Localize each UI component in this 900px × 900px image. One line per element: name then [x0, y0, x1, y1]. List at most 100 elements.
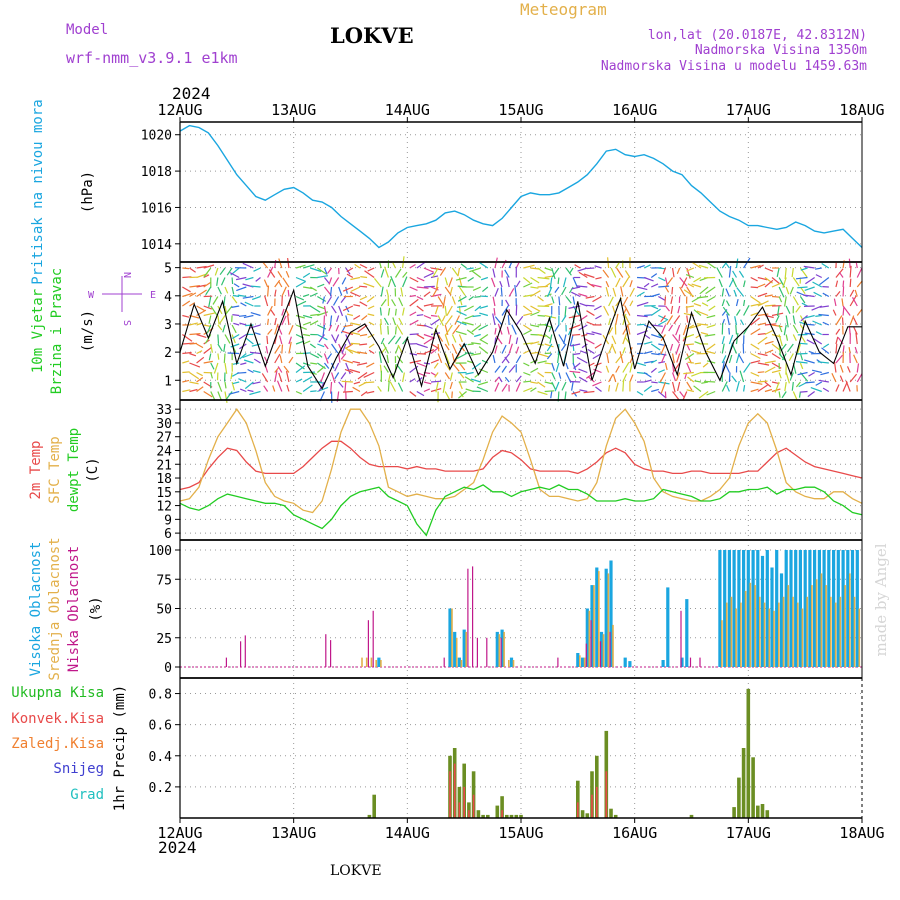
wind-arrow	[661, 324, 666, 334]
wind-arrow	[456, 352, 467, 360]
wind-arrow	[392, 317, 397, 326]
wind-arrow	[564, 305, 567, 318]
wind-arrow	[231, 296, 238, 304]
wind-arrow	[380, 337, 385, 345]
wind-arrow	[672, 391, 680, 401]
wind-arrow	[451, 343, 458, 355]
wind-arrow	[310, 267, 322, 273]
wind-arrow	[458, 372, 465, 379]
wind-arrow	[627, 324, 631, 335]
wind-arrow	[622, 361, 630, 373]
wind-arrow	[327, 353, 333, 360]
high-cloud-bar	[822, 550, 826, 667]
wind-arrow	[331, 305, 337, 314]
wind-arrow	[494, 376, 500, 383]
wind-arrow	[423, 314, 432, 319]
wind-arrow	[236, 286, 247, 292]
wind-arrow	[682, 391, 688, 401]
wind-arrow	[430, 359, 440, 364]
wind-arrow	[833, 361, 837, 373]
wind-arrow	[743, 299, 746, 307]
wind-arrow	[594, 343, 602, 349]
wind-arrow	[619, 351, 624, 364]
precip-panel: 0.2 0.4 0.6 0.8 Ukupna Kisa Konvek.Kisa Zaledj…	[11, 677, 863, 819]
wind-arrow	[196, 305, 206, 312]
axis-unit: (%)	[88, 596, 104, 621]
wind-arrow	[523, 305, 533, 313]
high-cloud-bar	[827, 550, 831, 667]
wind-arrow	[303, 333, 310, 337]
wind-arrow	[608, 296, 614, 307]
wind-arrow	[651, 381, 658, 384]
wind-arrow	[735, 309, 741, 316]
wind-arrow	[480, 276, 489, 281]
total-precip-bar	[751, 757, 755, 818]
wind-arrow	[854, 289, 858, 297]
wind-arrow	[261, 373, 269, 383]
wind-arrow	[465, 388, 474, 393]
wind-arrow	[636, 323, 645, 326]
wind-arrow	[409, 391, 417, 397]
wind-arrow	[196, 377, 204, 383]
wind-arrow	[244, 381, 254, 390]
wind-arrow	[189, 342, 198, 345]
wind-arrow	[669, 343, 674, 351]
wind-arrow	[233, 322, 240, 326]
wind-arrow	[561, 315, 567, 323]
wind-arrow	[587, 376, 595, 383]
wind-arrow	[189, 372, 200, 380]
pressure-line	[179, 124, 863, 249]
wind-arrow	[822, 387, 830, 393]
wind-arrow	[457, 267, 461, 277]
wind-arrow	[460, 263, 467, 269]
wind-arrow	[738, 270, 745, 278]
model-label: Model	[66, 22, 108, 38]
wind-arrow	[330, 381, 333, 394]
wind-arrow	[750, 360, 761, 364]
wind-arrow	[530, 324, 540, 328]
high-cloud-bar	[803, 550, 807, 667]
wind-arrow	[359, 295, 368, 301]
wind-arrow	[750, 371, 760, 377]
wind-arrow	[416, 305, 424, 312]
total-precip-bar	[760, 804, 765, 818]
wind-arrow	[660, 343, 667, 355]
mid-cloud-bar	[825, 585, 827, 667]
wind-arrow	[394, 326, 397, 335]
wind-arrow	[210, 362, 215, 370]
wind-arrow	[572, 333, 581, 336]
wind-arrow	[208, 315, 212, 324]
wind-arrow	[287, 314, 290, 326]
y-tick-label: 0.2	[149, 781, 172, 796]
wind-arrow	[530, 311, 540, 317]
wind-arrow	[353, 314, 361, 320]
wind-arrow	[799, 362, 804, 370]
wind-arrow	[673, 315, 681, 325]
wind-arrow	[182, 389, 191, 393]
wind-arrow	[782, 277, 787, 288]
wind-arrow	[743, 385, 746, 392]
wind-arrow	[235, 276, 247, 281]
high-cloud-bar	[718, 550, 722, 667]
wind-arrow	[671, 381, 676, 393]
wind-arrow	[736, 287, 745, 297]
wind-arrow	[449, 381, 453, 390]
low-cloud-bar	[680, 610, 682, 667]
wind-arrow	[416, 333, 425, 340]
wind-arrow	[387, 335, 396, 345]
high-cloud-bar	[590, 585, 594, 667]
wind-arrow	[283, 365, 290, 373]
mid-cloud-bar	[512, 660, 515, 667]
wind-arrow	[288, 356, 294, 364]
wind-arrow	[563, 334, 567, 345]
wind-arrow	[444, 286, 452, 296]
wind-arrow	[445, 315, 453, 326]
convective-precip-bar	[472, 794, 475, 818]
wind-arrow	[735, 380, 740, 392]
wind-arrow	[504, 376, 510, 383]
wind-arrow	[792, 296, 799, 306]
wind-arrow	[554, 324, 560, 332]
total-precip-bar	[737, 777, 741, 818]
wind-arrow	[848, 258, 851, 269]
wind-arrow	[508, 288, 515, 297]
